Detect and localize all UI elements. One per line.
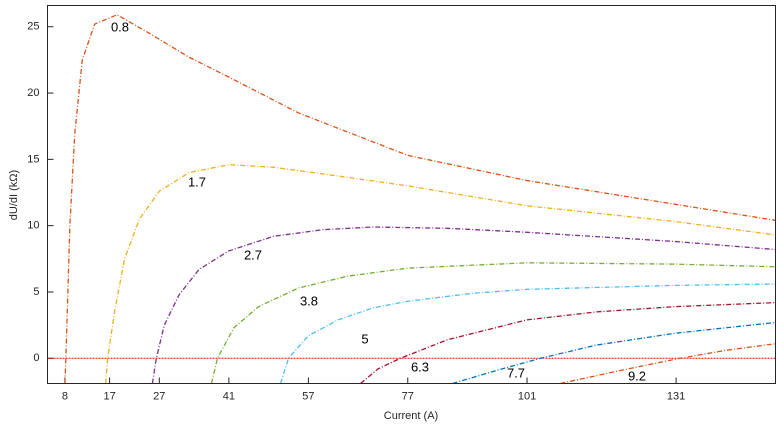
curve <box>452 321 776 384</box>
x-tick-label: 41 <box>223 390 235 402</box>
curve <box>279 283 776 384</box>
curve-label: 0.8 <box>111 19 129 34</box>
y-tick-label: 5 <box>33 286 39 298</box>
y-tick-label: 20 <box>27 87 39 99</box>
ticks: 8 17 27 41 57 77 101 131 0 5 10 15 20 25 <box>27 21 685 403</box>
y-tick-label: 10 <box>27 220 39 232</box>
curve-label: 6.3 <box>411 359 429 374</box>
x-tick-label: 77 <box>402 390 414 402</box>
curve <box>210 262 776 384</box>
x-tick-label: 8 <box>62 390 68 402</box>
curve <box>560 343 776 384</box>
curve <box>151 226 776 384</box>
x-tick-label: 17 <box>103 390 115 402</box>
x-axis-label: Current (A) <box>384 410 438 422</box>
x-tick-label: 131 <box>667 390 685 402</box>
y-axis-label: dU/dI (kΩ) <box>8 170 20 220</box>
y-tick-label: 25 <box>27 21 39 33</box>
curve <box>104 164 776 384</box>
x-tick-label: 27 <box>153 390 165 402</box>
curve-label: 7.7 <box>507 365 525 380</box>
curve-label: 1.7 <box>188 174 206 189</box>
x-tick-label: 57 <box>302 390 314 402</box>
plot-area <box>47 5 776 384</box>
curves <box>47 14 776 384</box>
y-tick-label: 0 <box>33 352 39 364</box>
curve-label: 2.7 <box>244 247 262 262</box>
x-tick-label: 101 <box>518 390 536 402</box>
y-tick-label: 15 <box>27 153 39 165</box>
curve-label: 9.2 <box>628 368 646 383</box>
curve-label: 3.8 <box>300 293 318 308</box>
curve-label: 5 <box>361 331 368 346</box>
curve <box>64 14 776 384</box>
